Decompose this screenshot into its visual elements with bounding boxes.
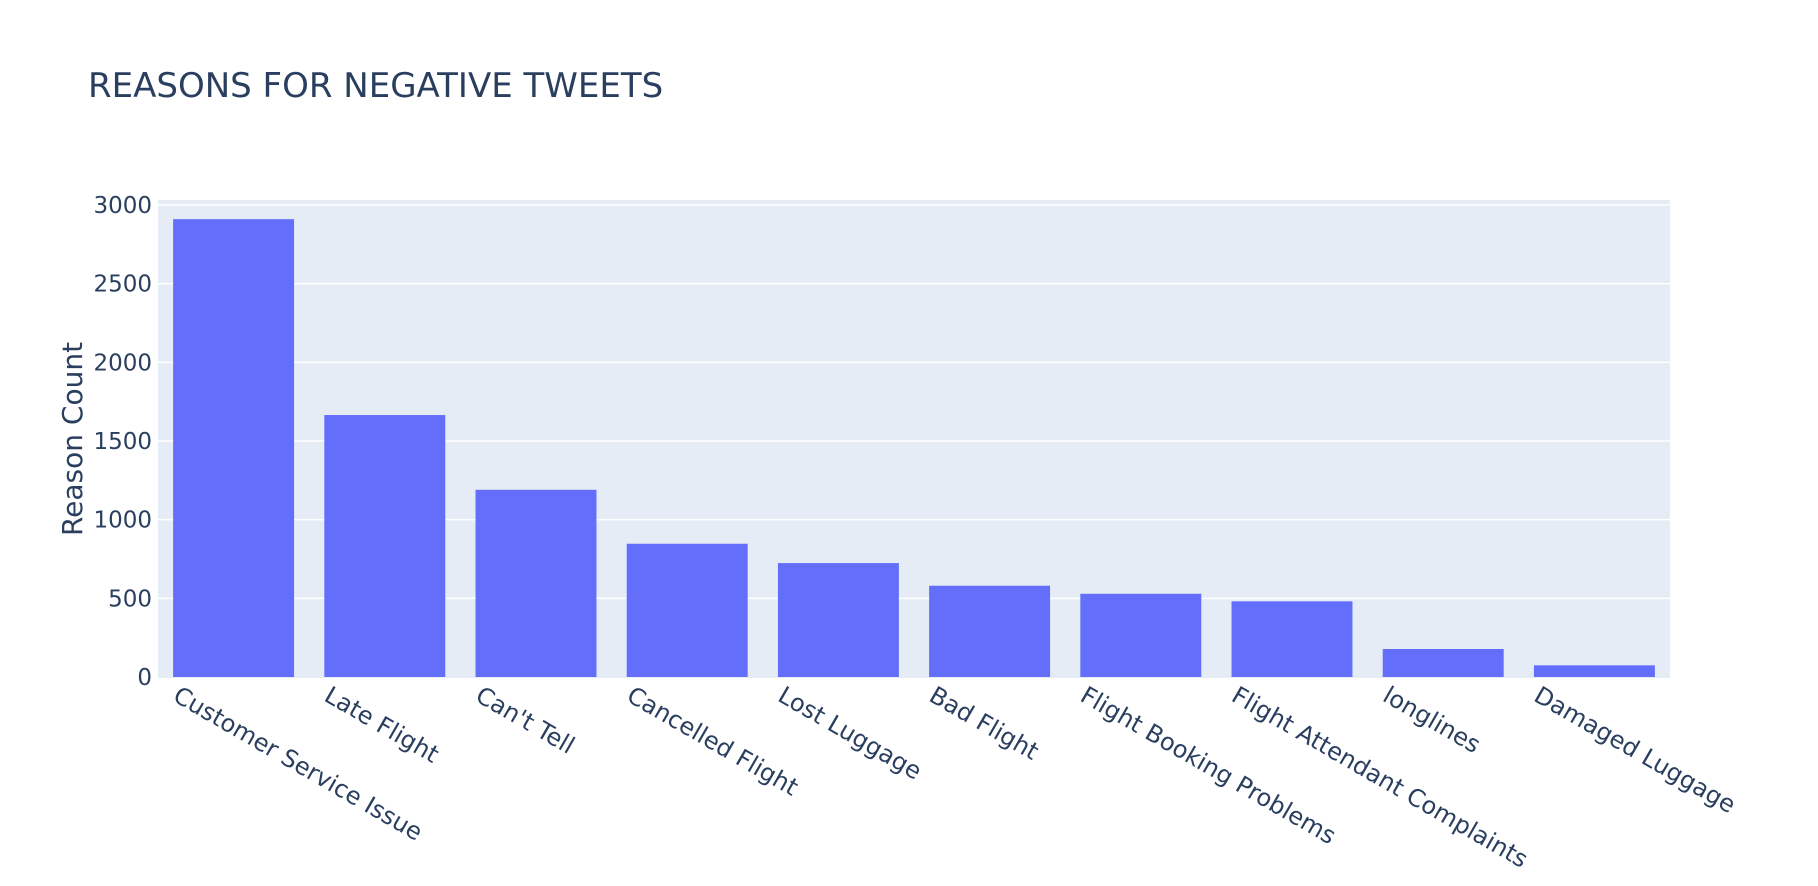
x-tick-label: Lost Luggage bbox=[773, 681, 926, 786]
bar bbox=[1533, 665, 1655, 677]
bar bbox=[324, 415, 446, 677]
y-tick-label: 2500 bbox=[93, 272, 152, 298]
y-axis-title: Reason Count bbox=[56, 342, 89, 536]
chart-title: REASONS FOR NEGATIVE TWEETS bbox=[88, 66, 663, 106]
y-tick-label: 1500 bbox=[93, 429, 152, 455]
bar bbox=[1231, 601, 1353, 677]
x-tick-label: Flight Attendant Complaints bbox=[1227, 681, 1533, 874]
x-tick-label: Late Flight bbox=[320, 681, 444, 769]
y-axis-ticks: 0 500 1000 1500 2000 2500 3000 bbox=[93, 193, 152, 691]
bar bbox=[929, 585, 1051, 677]
y-tick-label: 500 bbox=[108, 586, 152, 612]
x-tick-label: longlines bbox=[1378, 681, 1485, 759]
y-tick-label: 3000 bbox=[93, 193, 152, 219]
y-tick-label: 1000 bbox=[93, 508, 152, 534]
bar bbox=[173, 219, 295, 677]
y-tick-label: 2000 bbox=[93, 350, 152, 376]
bar bbox=[1382, 648, 1504, 677]
x-tick-label: Customer Service Issue bbox=[169, 681, 428, 847]
bar bbox=[777, 563, 899, 677]
x-tick-label: Damaged Luggage bbox=[1529, 681, 1740, 819]
bars bbox=[173, 219, 1655, 677]
x-tick-label: Flight Booking Problems bbox=[1076, 681, 1341, 850]
bar bbox=[1080, 593, 1202, 677]
bar bbox=[626, 543, 748, 677]
bar bbox=[475, 489, 597, 677]
x-tick-label: Bad Flight bbox=[925, 681, 1044, 766]
x-tick-label: Can't Tell bbox=[471, 681, 579, 760]
y-tick-label: 0 bbox=[137, 665, 152, 691]
